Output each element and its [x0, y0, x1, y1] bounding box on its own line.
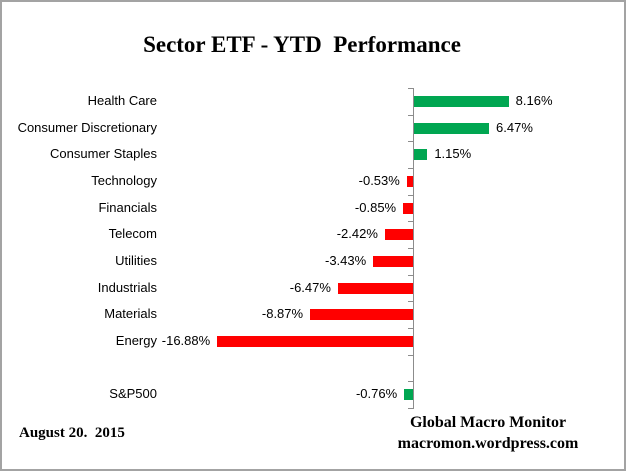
bar: [414, 122, 490, 134]
bar: [384, 229, 414, 241]
source-name: Global Macro Monitor: [409, 414, 567, 431]
axis-tick: [408, 408, 414, 409]
category-label: Industrials: [97, 279, 157, 295]
category-label: [2, 355, 157, 382]
axis-tick: [408, 381, 414, 382]
category-label: Utilities: [115, 253, 157, 269]
category-label: Health Care: [87, 93, 157, 108]
category-label: Technology: [91, 173, 157, 188]
bar: [217, 335, 413, 347]
category-label: Financials: [98, 199, 157, 215]
bar: [404, 389, 413, 401]
category-label: Consumer Discretionary: [17, 119, 157, 135]
value-label: -8.87%: [261, 306, 304, 322]
bar: [337, 282, 414, 294]
bar: [406, 175, 413, 187]
value-label: -0.53%: [358, 173, 400, 188]
bar: [414, 95, 509, 107]
axis-tick: [408, 168, 414, 169]
source-url: macromon.wordpress.com: [397, 435, 579, 452]
category-label: S&P500: [109, 386, 157, 402]
value-label: -0.76%: [355, 386, 398, 402]
chart-title: Sector ETF - YTD Performance: [143, 32, 461, 57]
axis-tick: [408, 195, 414, 196]
value-label: -6.47%: [289, 279, 331, 295]
bar: [403, 202, 414, 214]
bar: [414, 149, 428, 161]
value-label: -2.42%: [336, 226, 378, 242]
bar: [310, 309, 413, 321]
category-label: Consumer Staples: [50, 146, 157, 162]
value-label: 6.47%: [496, 119, 533, 135]
category-label: Energy: [115, 333, 157, 349]
source-attribution: Global Macro Monitor macromon.wordpress.…: [395, 412, 581, 454]
axis-tick: [408, 328, 414, 329]
value-label: -3.43%: [325, 253, 367, 269]
category-label: Materials: [104, 306, 157, 322]
axis-tick: [408, 301, 414, 302]
value-label: -0.85%: [354, 199, 397, 215]
axis-tick: [408, 115, 414, 116]
value-label: 1.15%: [434, 146, 472, 162]
axis-tick: [408, 221, 414, 222]
date-label: August 20. 2015: [19, 425, 125, 441]
axis-tick: [408, 355, 414, 356]
bar: [373, 255, 413, 267]
axis-tick: [408, 248, 414, 249]
axis-tick: [408, 275, 414, 276]
axis-tick: [408, 88, 414, 89]
category-label: Telecom: [108, 226, 157, 242]
axis-tick: [408, 141, 414, 142]
value-label: -16.88%: [161, 333, 211, 349]
value-label: 8.16%: [515, 93, 553, 108]
